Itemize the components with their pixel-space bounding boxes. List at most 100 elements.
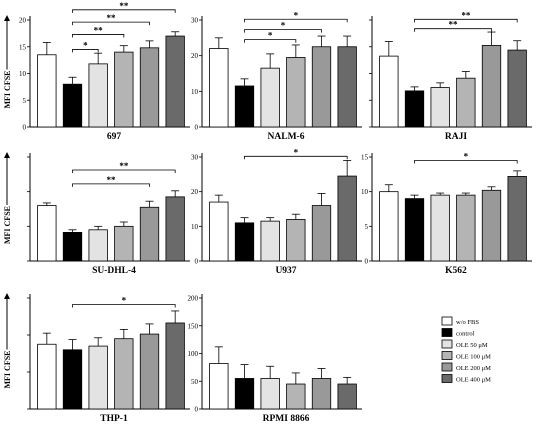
y-tick-label: 150 [188, 322, 199, 330]
bar [165, 322, 185, 410]
y-tick-label: 100 [188, 350, 199, 358]
significance-bracket [414, 160, 518, 164]
panel-title: RAJI [445, 132, 467, 142]
y-axis-label: MFI CFSE [3, 71, 12, 109]
bar [139, 47, 160, 128]
significance-label: * [83, 40, 88, 50]
y-tick-label: 10 [361, 188, 369, 196]
panel-title: SU-DHL-4 [92, 266, 136, 276]
panel-2: **** RAJI [369, 10, 532, 142]
significance-label: ** [107, 13, 117, 23]
bar [209, 201, 229, 262]
y-tick-label: 15 [361, 154, 369, 162]
legend-swatch [441, 328, 453, 337]
y-tick-label: 10 [19, 70, 27, 78]
y-tick-label: 30 [191, 154, 199, 162]
significance-bracket [72, 49, 99, 53]
legend-label: OLE 100 μM [456, 354, 491, 361]
legend-label: OLE 50 μM [456, 342, 488, 349]
bar [337, 46, 357, 128]
legend-label: OLE 400 μM [456, 377, 491, 384]
bar [114, 338, 134, 410]
y-tick-label: 20 [19, 17, 27, 25]
legend-swatch [441, 362, 453, 372]
bar [209, 48, 229, 128]
panel-title: U937 [275, 266, 296, 276]
y-tick-label: 30 [191, 17, 199, 25]
bar [430, 87, 450, 128]
y-tick-label: 0 [195, 258, 199, 266]
panel-4: 0 10 20 30 * U937 [191, 147, 362, 276]
bar [311, 205, 332, 262]
y-tick-label: 0 [365, 258, 369, 266]
bar [456, 194, 476, 262]
y-tick-label: 5 [23, 97, 27, 105]
y-axis-label: MFI CFSE [3, 206, 12, 244]
significance-label: ** [119, 161, 129, 171]
significance-bracket [72, 169, 176, 173]
bar [481, 45, 502, 128]
legend-swatch [441, 374, 453, 383]
significance-bracket [72, 304, 176, 308]
bar [139, 333, 160, 410]
legend-label: w/o FBS [456, 319, 479, 326]
bar [404, 198, 425, 262]
bar [337, 175, 357, 262]
panel-5: 0 5 10 15 * K562 [361, 151, 532, 276]
bar [209, 363, 229, 410]
significance-bracket [244, 18, 348, 23]
y-tick-label: 10 [191, 223, 199, 231]
bar [88, 229, 108, 262]
panel-title: RPMI 8866 [263, 414, 310, 424]
bar [234, 222, 255, 262]
bar [311, 46, 332, 128]
legend-label: control [456, 331, 475, 338]
significance-label: ** [449, 20, 459, 30]
y-axis-arrow-head [4, 15, 10, 21]
bar [286, 218, 306, 262]
significance-bracket [72, 34, 125, 38]
significance-label: ** [94, 25, 104, 35]
bar [37, 343, 57, 410]
significance-label: * [294, 147, 299, 157]
bar [286, 57, 306, 128]
legend: w/o FBS control OLE 50 μM OLE 100 μM OLE 200… [441, 316, 491, 384]
legend-label: OLE 200 μM [456, 365, 491, 372]
significance-label: * [294, 10, 299, 20]
y-tick-label: 0 [195, 406, 199, 414]
y-tick-label: 0 [23, 124, 27, 132]
y-tick-label: 15 [19, 43, 27, 51]
bar [234, 378, 255, 410]
bar [165, 196, 185, 262]
bar [456, 77, 476, 128]
bar [165, 35, 185, 128]
bar [88, 345, 108, 410]
bar [139, 206, 160, 262]
legend-swatch [441, 339, 453, 349]
y-tick-label: 20 [191, 188, 199, 196]
y-tick-label: 200 [188, 295, 199, 303]
significance-label: ** [119, 1, 129, 11]
y-tick-label: 10 [191, 88, 199, 96]
significance-label: * [122, 295, 127, 305]
bar [379, 191, 399, 262]
significance-bracket [72, 9, 176, 13]
bar [37, 205, 57, 262]
significance-label: * [464, 151, 469, 161]
y-axis-label: MFI CFSE [3, 351, 12, 389]
significance-label: ** [107, 175, 117, 185]
bar [114, 51, 134, 128]
significance-label: * [281, 21, 286, 31]
bar [260, 378, 280, 410]
significance-bracket [72, 21, 150, 26]
bar [37, 54, 57, 128]
panel-title: K562 [445, 266, 467, 276]
significance-label: ** [461, 10, 471, 20]
legend-swatch [441, 351, 453, 360]
y-tick-label: 20 [191, 52, 199, 60]
bar [62, 349, 83, 410]
bar [481, 189, 502, 262]
significance-bracket [414, 18, 518, 23]
bar [507, 176, 527, 262]
